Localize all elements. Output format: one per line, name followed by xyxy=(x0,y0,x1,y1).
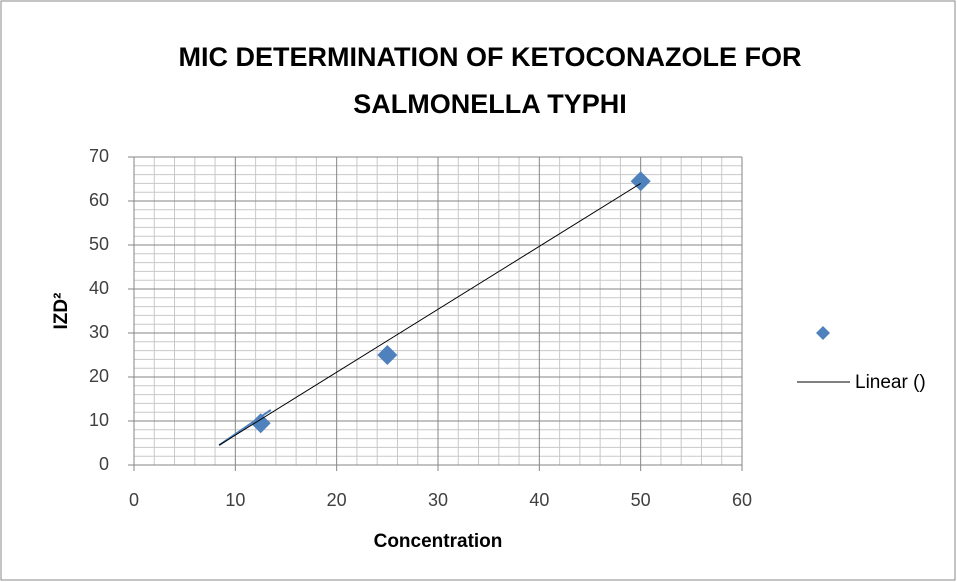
x-tick-label: 60 xyxy=(732,490,752,510)
y-tick-label: 20 xyxy=(89,366,109,386)
point xyxy=(250,413,271,434)
x-tick-label: 40 xyxy=(529,490,549,510)
chart-title: MIC DETERMINATION OF KETOCONAZOLE FOR xyxy=(179,42,802,72)
legend-label: Linear () xyxy=(855,372,926,393)
x-tick-label: 0 xyxy=(129,490,139,510)
x-tick-label: 30 xyxy=(428,490,448,510)
y-tick-label: 10 xyxy=(89,410,109,430)
x-axis-label: Concentration xyxy=(374,531,503,552)
y-tick-label: 70 xyxy=(89,146,109,166)
x-tick-label: 50 xyxy=(631,490,651,510)
y-tick-label: 60 xyxy=(89,190,109,210)
point xyxy=(377,345,398,365)
y-tick-label: 40 xyxy=(89,278,109,298)
x-tick-label: 20 xyxy=(327,490,347,510)
y-tick-label: 0 xyxy=(99,454,109,474)
y-axis-label: IZD² xyxy=(51,293,72,330)
legend-marker xyxy=(816,326,830,340)
y-tick-label: 50 xyxy=(89,234,109,254)
chart-title: SALMONELLA TYPHI xyxy=(353,89,627,119)
y-tick-label: 30 xyxy=(89,322,109,342)
trendline xyxy=(218,182,641,446)
x-tick-label: 10 xyxy=(225,490,245,510)
